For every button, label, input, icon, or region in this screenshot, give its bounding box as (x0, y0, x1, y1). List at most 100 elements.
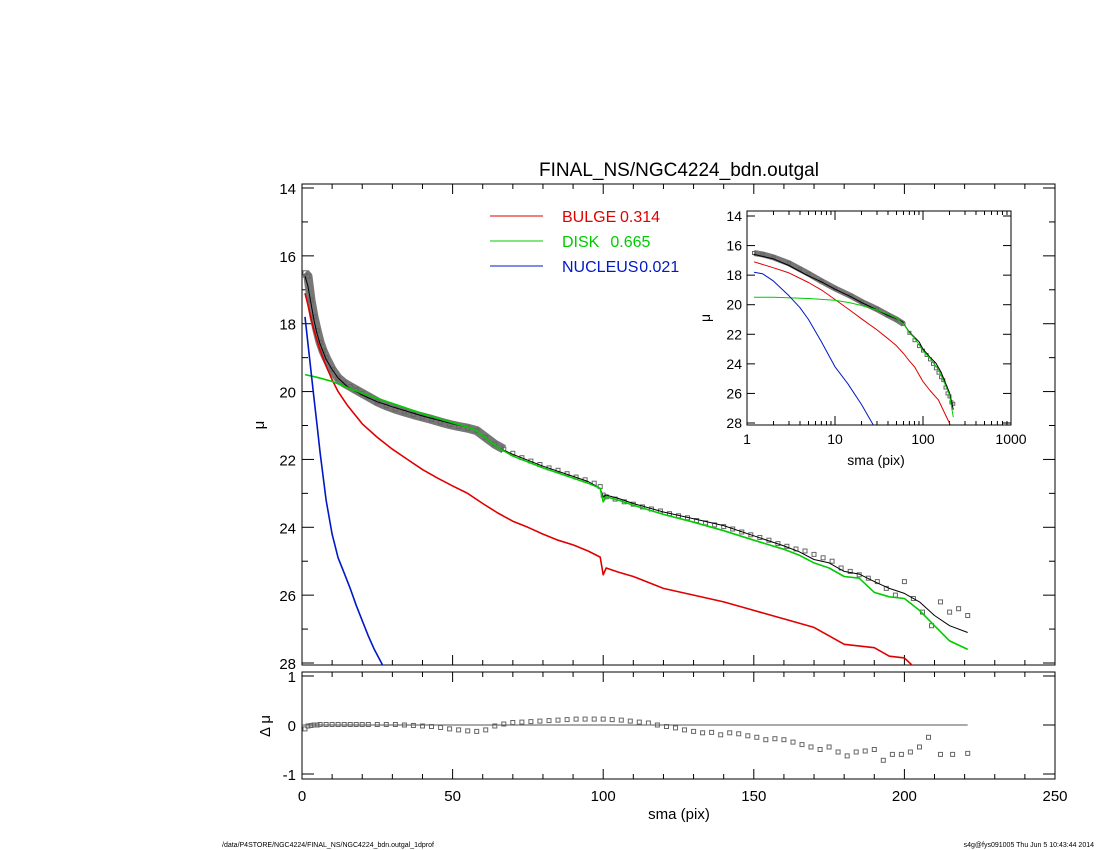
y-tick-label: 22 (279, 452, 296, 469)
residual-point (510, 720, 516, 725)
residual-point (537, 718, 543, 724)
legend-value-bulge: 0.314 (620, 209, 660, 226)
residual-point (636, 719, 642, 725)
residual-point-group (302, 716, 971, 763)
residual-point (591, 716, 597, 722)
legend-value-disk: 0.665 (610, 234, 650, 251)
inset-y-tick-label: 26 (726, 385, 742, 401)
inset-y-tick-label: 28 (726, 415, 742, 431)
inset-y-tick-label: 18 (726, 267, 742, 283)
residual-point (311, 722, 317, 728)
residual-point (465, 728, 471, 734)
x-axis-label: sma (pix) (648, 806, 710, 823)
residual-point (664, 724, 669, 729)
inset-data-point (901, 321, 906, 326)
data-point (438, 419, 444, 425)
residual-point (483, 727, 489, 733)
legend-label-disk: DISK (562, 234, 600, 251)
residual-point (817, 747, 823, 752)
residual-point (438, 725, 444, 730)
data-point (712, 522, 718, 528)
residual-point (365, 722, 371, 727)
data-point (748, 532, 754, 538)
residual-point (627, 718, 633, 724)
residual-point (353, 722, 359, 727)
residual-point (826, 744, 832, 750)
data-point (401, 409, 407, 415)
residual-point (835, 749, 841, 755)
bulge-series-line (304, 293, 914, 665)
residual-point (374, 722, 380, 727)
inset-disk-series-line (754, 296, 954, 418)
inset-plot-frame (746, 210, 1012, 426)
inset-data-point (787, 261, 791, 266)
residual-point (645, 720, 651, 726)
res-y-tick-label: -1 (283, 767, 296, 784)
data-point (892, 592, 898, 598)
x-tick-label: 150 (741, 788, 766, 805)
residual-point (853, 749, 859, 755)
residual-point (736, 731, 742, 737)
residual-point (898, 751, 904, 757)
residual-y-axis-label: Δ μ (257, 715, 274, 737)
residual-point (546, 718, 552, 724)
data-point (341, 380, 347, 386)
data-point (820, 555, 826, 561)
residual-point (654, 722, 660, 728)
nucleus-series-line (304, 316, 384, 665)
residual-point (965, 750, 971, 756)
residual-point (772, 736, 778, 742)
x-tick-label: 100 (591, 788, 616, 805)
residual-point (682, 727, 687, 733)
residual-point (474, 728, 480, 734)
data-point (811, 551, 817, 557)
residual-point (392, 722, 398, 727)
residual-point (519, 719, 525, 725)
residual-point (420, 723, 425, 729)
inset-data-point (806, 271, 811, 276)
residual-point (501, 721, 507, 727)
inset-y-tick-label: 24 (726, 356, 742, 372)
residual-point (763, 737, 769, 743)
residual-point (582, 716, 588, 722)
residual-point (305, 723, 311, 729)
data-point (410, 412, 416, 418)
residual-point (410, 723, 416, 728)
inset-x-tick-label: 10 (827, 431, 843, 447)
residual-point (673, 725, 678, 731)
y-tick-label: 14 (279, 181, 296, 198)
residual-point (844, 753, 850, 759)
inset-y-tick-label: 20 (726, 297, 742, 313)
residual-point (429, 724, 434, 729)
inset-background (747, 211, 1011, 425)
y-tick-label: 16 (279, 249, 296, 266)
inset-x-tick-label: 1000 (995, 431, 1026, 447)
x-tick-label: 250 (1042, 788, 1067, 805)
y-tick-label: 18 (279, 317, 296, 334)
residual-point (347, 722, 353, 727)
residual-point (600, 716, 606, 722)
residual-point (790, 739, 796, 745)
residual-point (950, 751, 956, 757)
data-point (302, 270, 308, 276)
residual-point (938, 751, 943, 757)
data-point (802, 548, 808, 554)
res-y-tick-label: 0 (288, 718, 296, 735)
data-point (965, 613, 971, 618)
res-y-tick-label: 1 (288, 669, 296, 686)
inset-nucleus-series-line (753, 271, 874, 425)
inset-total-series-line (753, 253, 954, 410)
residual-point (871, 747, 877, 752)
residual-point (880, 757, 886, 763)
residual-point (383, 722, 389, 727)
inset-x-axis-label: sma (pix) (847, 452, 905, 468)
x-tick-label: 0 (298, 788, 306, 805)
data-point (938, 599, 943, 605)
residual-point (329, 722, 335, 727)
data-point (901, 579, 907, 585)
data-point (956, 606, 962, 612)
y-tick-label: 28 (279, 656, 296, 673)
inset-y-tick-label: 22 (726, 326, 742, 342)
data-point (429, 416, 434, 422)
